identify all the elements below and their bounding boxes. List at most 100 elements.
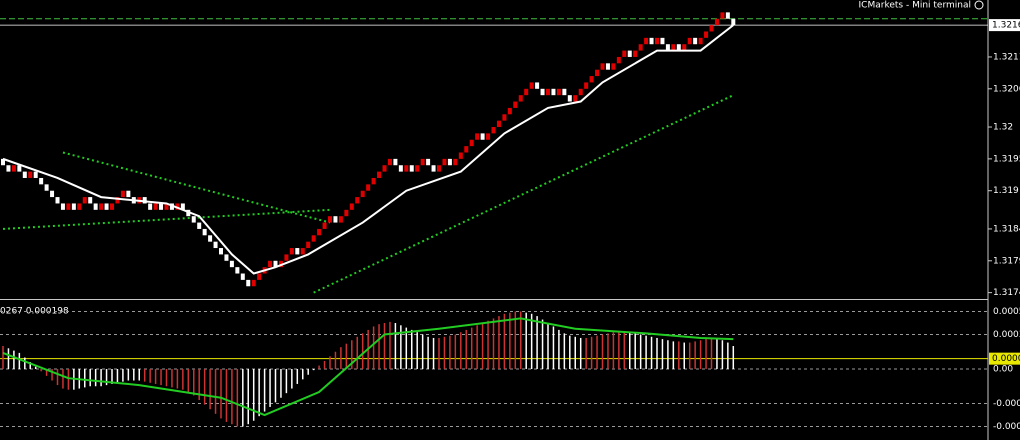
renko-brick [404,165,409,172]
macd-tick-label: -0.0005 [993,422,1020,432]
renko-brick [605,63,610,70]
renko-brick [698,37,703,45]
renko-brick [71,203,76,210]
macd-tick-label: 0.00 [993,365,1013,375]
renko-brick [317,228,322,236]
renko-brick [338,216,343,223]
renko-brick [507,107,512,115]
renko-brick [546,88,550,96]
renko-brick [469,139,474,147]
renko-brick [556,88,561,96]
renko-brick [529,82,534,89]
renko-brick [480,133,485,140]
renko-brick [251,279,256,287]
macd-signal [2,317,734,417]
renko-brick [649,37,654,45]
renko-brick [616,56,621,64]
price-tick-label: 1.3206 [993,84,1020,94]
renko-brick [595,69,600,77]
renko-brick [148,203,153,210]
renko-brick [600,63,605,70]
renko-brick [333,216,338,223]
smiley-icon[interactable] [974,0,984,10]
renko-brick [464,146,469,153]
renko-brick [562,88,567,96]
price-tick-label: 1.3179 [993,256,1020,266]
renko-brick [518,95,523,102]
renko-brick [44,184,49,191]
renko-brick [88,197,93,204]
renko-brick [496,120,501,128]
renko-brick [409,165,414,172]
renko-brick [431,165,436,172]
price-tick-label: 1.3174 [993,288,1020,298]
renko-brick [153,203,158,210]
renko-brick [126,190,131,198]
current-price-box [989,19,1020,32]
renko-brick [627,50,632,57]
renko-brick [709,25,714,32]
renko-brick [328,216,332,223]
renko-brick [655,37,659,45]
renko-brick [491,127,496,134]
price-tick-label: 1.3195 [993,154,1020,164]
renko-brick [551,88,556,96]
renko-brick [535,82,540,89]
renko-brick [11,165,16,172]
renko-brick [229,260,234,268]
macd-level-label: 0.00009 [992,354,1020,364]
renko-brick [104,203,109,210]
renko-brick [60,203,65,210]
current-price-label: 1.3216 [992,21,1020,31]
renko-brick [714,18,719,26]
renko-brick [540,88,545,96]
renko-brick [142,197,147,204]
renko-brick [420,158,425,166]
renko-brick [120,190,125,198]
renko-brick [180,203,185,210]
moving-average [2,24,734,275]
renko-brick [382,165,387,172]
renko-brick [191,216,196,223]
price-tick-label: 1.319 [993,186,1019,196]
renko-brick [442,158,447,166]
renko-brick [475,133,480,140]
renko-brick [208,235,213,242]
renko-brick [687,37,692,45]
renko-brick [22,171,27,178]
renko-brick [77,203,82,210]
renko-brick [660,37,665,45]
renko-brick [273,260,278,268]
renko-brick [578,88,583,96]
renko-brick [589,76,594,83]
renko-brick [240,273,245,280]
renko-brick [164,203,169,210]
renko-brick [1,158,5,166]
moving-average [62,151,331,224]
moving-average [313,94,734,294]
renko-brick [224,254,229,261]
renko-brick [219,248,223,255]
renko-brick [300,248,305,255]
price-tick-label: 1.32 [993,123,1013,133]
renko-brick [39,177,44,185]
renko-brick [344,209,349,217]
renko-brick [55,197,60,204]
renko-brick [426,158,431,166]
macd-tick-label: 0.0005 [993,307,1020,317]
renko-brick [638,44,643,51]
renko-brick [6,165,11,172]
renko-brick [567,95,572,102]
macd-label: 0267 0.000198 [0,307,69,317]
macd-tick-label: -0.0003 [993,399,1020,409]
renko-brick [725,12,730,19]
renko-brick [453,158,458,166]
renko-brick [682,44,687,51]
renko-brick [513,101,518,108]
renko-brick [720,12,725,19]
macd-tick-label: 0.0003 [993,330,1020,340]
renko-brick [110,203,114,210]
renko-brick [611,63,616,70]
renko-brick [235,267,240,274]
